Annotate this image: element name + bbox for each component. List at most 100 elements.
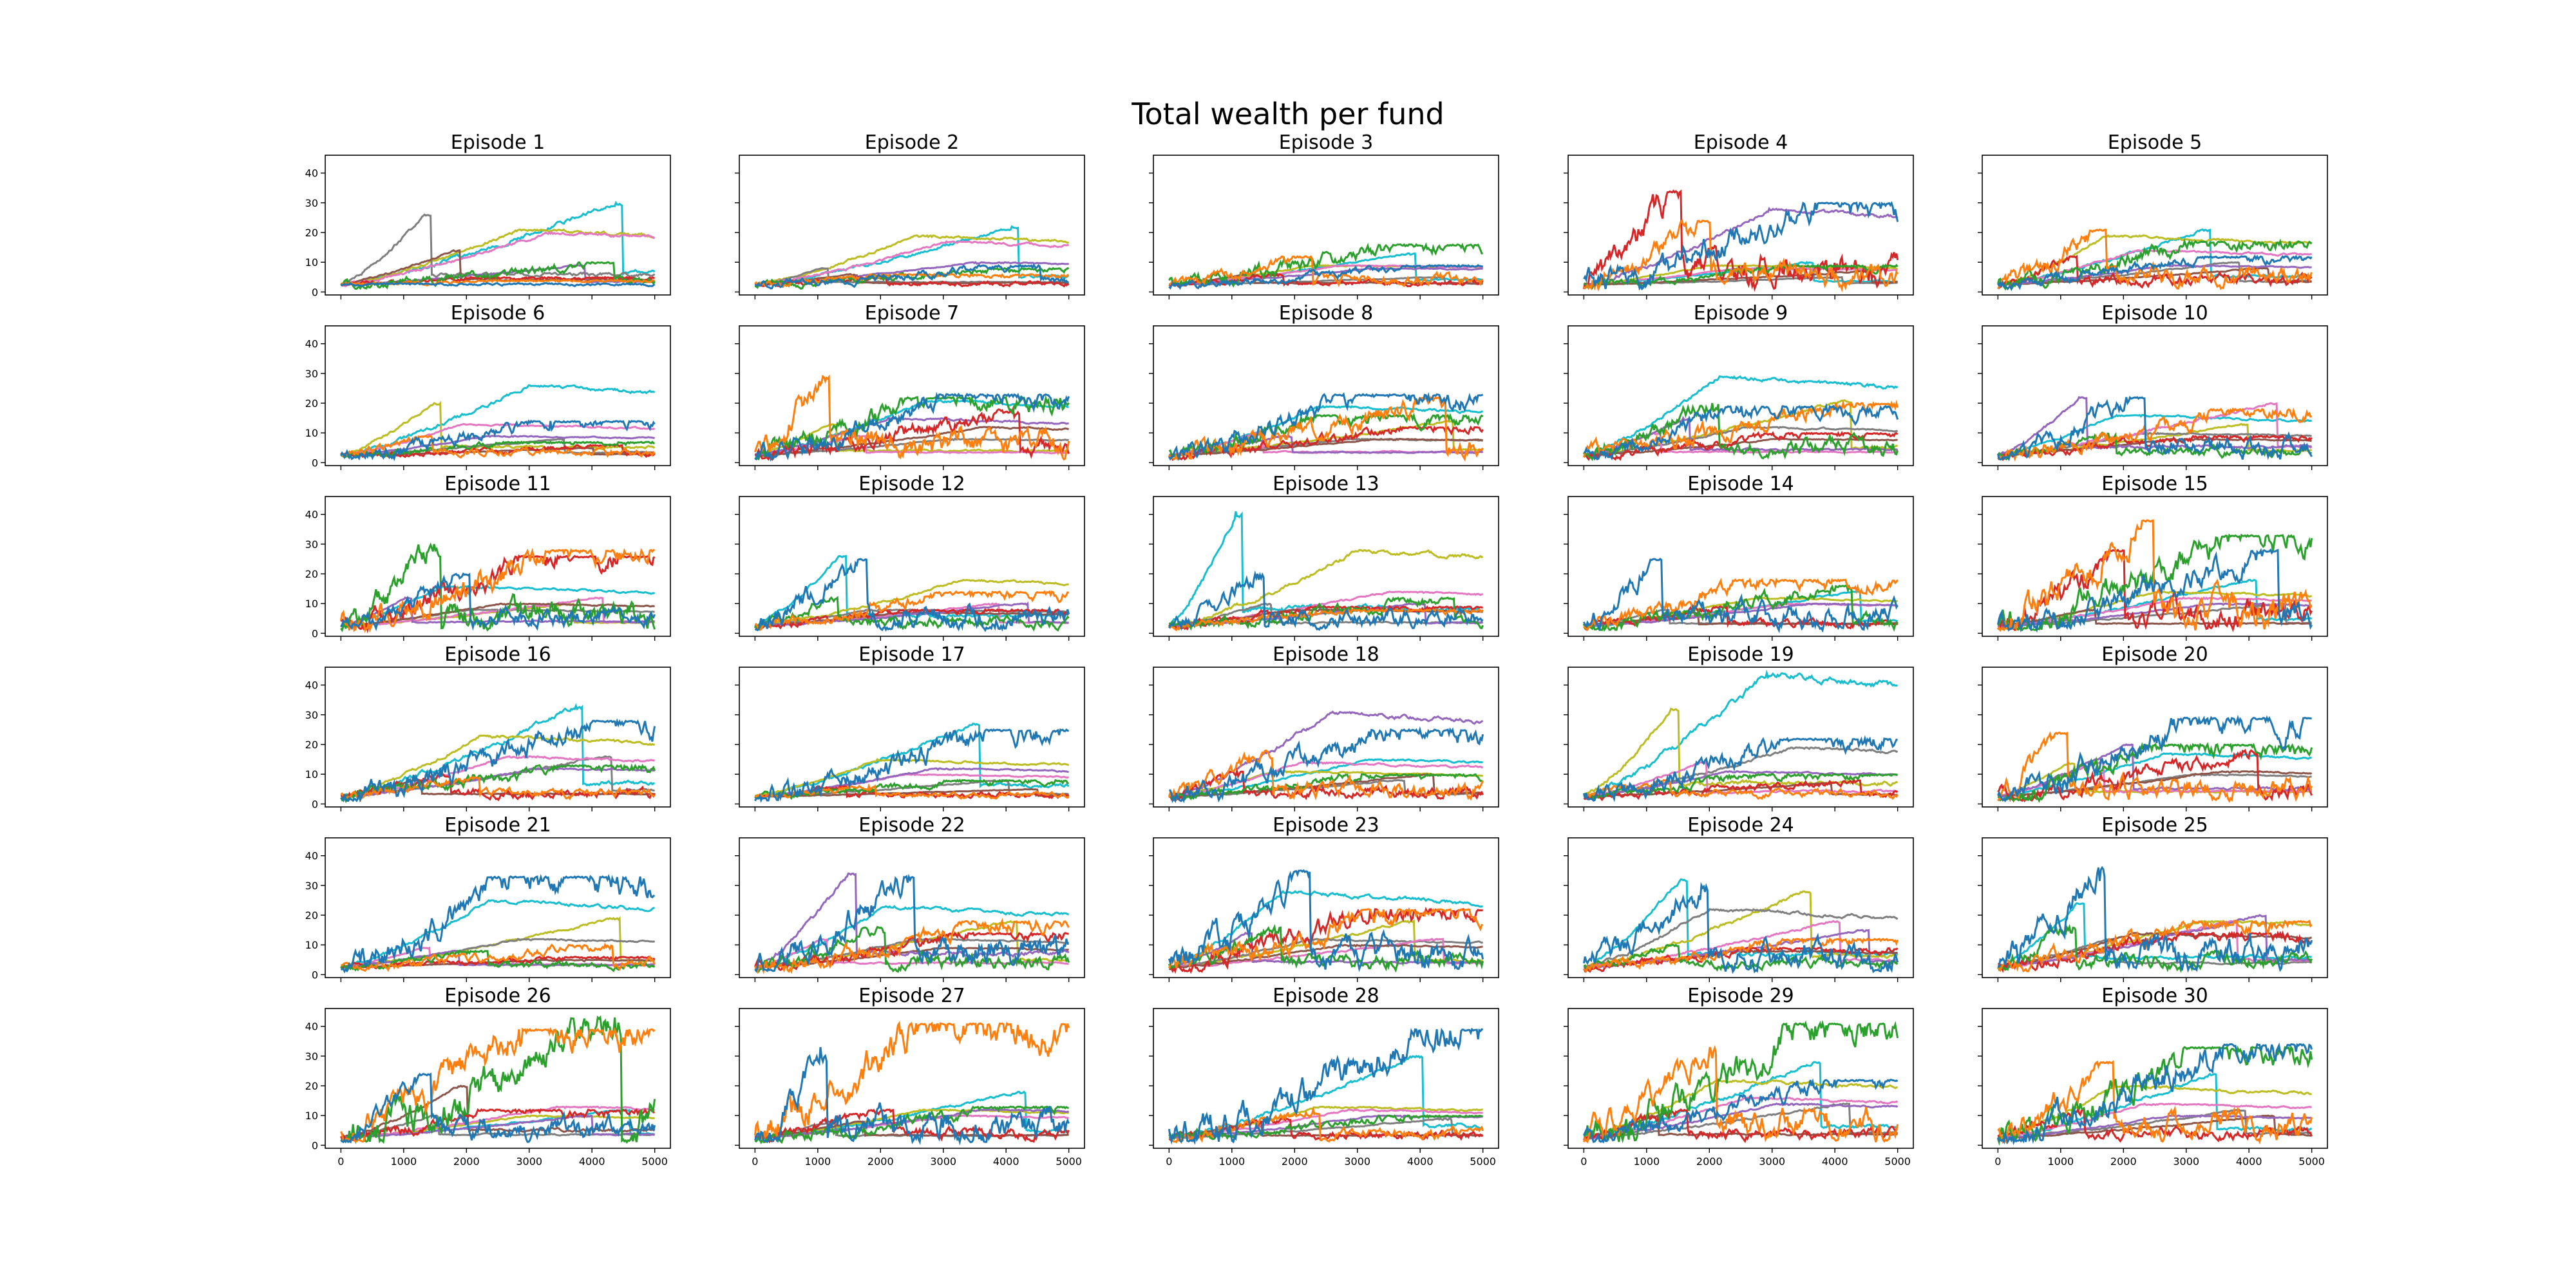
y-tick-label: 30 bbox=[305, 197, 318, 209]
series-line-fund-1 bbox=[1168, 570, 1484, 631]
series-group bbox=[340, 384, 656, 462]
plot-frame bbox=[1153, 325, 1499, 466]
series-line-fund-1 bbox=[340, 717, 656, 803]
series-line-fund-4 bbox=[1583, 431, 1899, 462]
plot-frame bbox=[1982, 837, 2328, 978]
series-line-fund-3 bbox=[340, 261, 656, 290]
series-line-fund-9 bbox=[1169, 549, 1484, 627]
series-line-fund-2 bbox=[1997, 1060, 2313, 1145]
plot-frame bbox=[325, 325, 671, 466]
y-tick-label: 40 bbox=[305, 850, 318, 862]
series-group bbox=[753, 554, 1070, 632]
subplot-title: Episode 3 bbox=[1279, 131, 1373, 154]
series-line-fund-9 bbox=[754, 578, 1070, 629]
series-line-fund-8 bbox=[1998, 602, 2312, 627]
series-line-fund-4 bbox=[1998, 929, 2313, 974]
series-line-fund-4 bbox=[1168, 906, 1483, 974]
subplot-title: Episode 29 bbox=[1687, 985, 1794, 1007]
series-line-fund-7 bbox=[1583, 1096, 1899, 1140]
series-line-fund-1 bbox=[1996, 547, 2313, 633]
series-line-fund-9 bbox=[340, 228, 656, 286]
x-tick-label: 1000 bbox=[390, 1155, 417, 1168]
figure-title: Total wealth per fund bbox=[1132, 97, 1444, 131]
y-tick-label: 20 bbox=[305, 568, 318, 580]
series-line-fund-2 bbox=[340, 435, 656, 459]
series-line-fund-2 bbox=[1168, 1106, 1484, 1144]
subplot-title: Episode 20 bbox=[2101, 643, 2208, 666]
series-line-fund-2 bbox=[1583, 577, 1899, 632]
series-line-fund-4 bbox=[1997, 254, 2313, 289]
series-line-fund-1 bbox=[1583, 402, 1899, 461]
series-line-fund-1 bbox=[754, 558, 1070, 632]
y-tick-label: 20 bbox=[305, 227, 318, 239]
subplot-title: Episode 10 bbox=[2101, 302, 2208, 325]
y-tick-label: 30 bbox=[305, 538, 318, 551]
series-line-fund-2 bbox=[1169, 255, 1484, 287]
y-tick-label: 30 bbox=[305, 1050, 318, 1063]
series-line-fund-4 bbox=[1584, 605, 1899, 631]
y-tick-label: 10 bbox=[305, 768, 318, 781]
series-line-fund-9 bbox=[340, 401, 656, 457]
x-tick-label: 1000 bbox=[1633, 1155, 1660, 1168]
subplot-title: Episode 7 bbox=[865, 302, 959, 325]
subplot-title: Episode 12 bbox=[858, 473, 965, 495]
series-group bbox=[1582, 1019, 1899, 1144]
x-tick-label: 3000 bbox=[2173, 1155, 2199, 1168]
subplot-episode-18: Episode 18 bbox=[1149, 643, 1499, 811]
series-group bbox=[339, 542, 656, 634]
series-group bbox=[1996, 228, 2313, 292]
series-line-fund-8 bbox=[1583, 426, 1899, 457]
y-tick-label: 0 bbox=[312, 457, 318, 469]
series-line-fund-2 bbox=[1582, 399, 1899, 458]
series-line-fund-1 bbox=[340, 419, 656, 462]
subplot-title: Episode 21 bbox=[444, 814, 551, 837]
y-tick-label: 10 bbox=[305, 427, 318, 439]
plot-frame bbox=[325, 1008, 671, 1149]
series-group bbox=[754, 225, 1070, 290]
y-tick-label: 0 bbox=[312, 798, 318, 810]
series-line-fund-2 bbox=[1997, 228, 2313, 290]
series-group bbox=[1582, 558, 1899, 634]
series-group bbox=[1582, 375, 1899, 462]
series-line-fund-1 bbox=[340, 873, 655, 974]
series-line-fund-1 bbox=[1169, 726, 1484, 804]
series-group bbox=[1996, 519, 2313, 633]
series-group bbox=[1582, 669, 1899, 802]
series-line-fund-2 bbox=[1997, 731, 2313, 803]
series-line-fund-9 bbox=[341, 734, 656, 799]
series-line-fund-8 bbox=[1998, 1108, 2312, 1139]
plot-frame bbox=[325, 155, 671, 296]
y-tick-label: 30 bbox=[305, 880, 318, 892]
subplot-episode-16: Episode 16 0 10 20 30 40 bbox=[305, 643, 671, 811]
series-line-fund-3 bbox=[1583, 1019, 1899, 1144]
y-tick-label: 20 bbox=[305, 909, 318, 922]
subplot-episode-26: Episode 26 0 10 20 30 40 0 1000 2000 3000 4000 5000 bbox=[305, 985, 671, 1168]
y-tick-label: 20 bbox=[305, 397, 318, 410]
plot-frame bbox=[1567, 1008, 1914, 1149]
series-line-fund-1 bbox=[1583, 558, 1899, 634]
subplot-episode-4: Episode 4 bbox=[1564, 131, 1914, 299]
y-tick-label: 10 bbox=[305, 598, 318, 610]
x-tick-label: 5000 bbox=[2298, 1155, 2325, 1168]
x-tick-label: 5000 bbox=[641, 1155, 668, 1168]
series-line-fund-3 bbox=[1997, 533, 2313, 631]
plot-frame bbox=[1982, 1008, 2328, 1149]
series-line-fund-5 bbox=[341, 1114, 656, 1139]
series-line-fund-4 bbox=[340, 1108, 655, 1143]
series-line-fund-3 bbox=[1168, 773, 1484, 802]
series-group bbox=[1582, 189, 1899, 292]
series-line-fund-1 bbox=[1996, 395, 2313, 462]
x-tick-label: 4000 bbox=[579, 1155, 605, 1168]
series-line-fund-1 bbox=[340, 1072, 656, 1144]
series-line-fund-7 bbox=[1169, 761, 1484, 798]
series-line-fund-4 bbox=[754, 1108, 1070, 1144]
series-line-fund-4 bbox=[340, 554, 656, 634]
x-tick-label: 5000 bbox=[1884, 1155, 1911, 1168]
series-line-fund-9 bbox=[1584, 264, 1898, 286]
series-line-fund-1 bbox=[1168, 263, 1483, 290]
subplot-title: Episode 28 bbox=[1273, 985, 1379, 1007]
subplot-episode-14: Episode 14 bbox=[1564, 473, 1914, 641]
series-line-fund-1 bbox=[1168, 1027, 1484, 1145]
subplot-episode-22: Episode 22 bbox=[735, 814, 1085, 982]
series-line-fund-8 bbox=[1997, 938, 2313, 969]
